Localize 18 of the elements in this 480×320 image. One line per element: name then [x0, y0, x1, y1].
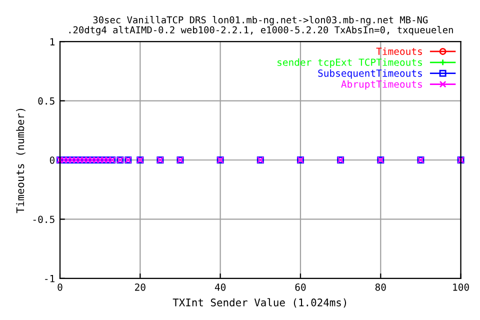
- y-tick-label: 0: [50, 156, 55, 164]
- y-tick-label: 1: [50, 38, 54, 46]
- x-tick-label: 0: [58, 283, 62, 291]
- x-tick-label: 100: [453, 283, 469, 291]
- legend-label: Timeouts: [376, 47, 422, 56]
- x-tick-label: 80: [375, 283, 386, 291]
- x-tick-label: 60: [295, 283, 306, 291]
- y-tick-label: -0.5: [33, 216, 54, 224]
- x-tick-label: 40: [214, 283, 226, 291]
- y-tick-label: 0.5: [38, 97, 54, 105]
- legend-label: SubsequentTimeouts: [318, 69, 422, 79]
- x-axis-title: TXInt Sender Value (1.024ms): [172, 298, 346, 308]
- chart-title: 30sec VanillaTCP DRS lon01.mb-ng.net->lon03.mb-ng.net MB-NG .20dtg4 altAIMD-0.2 web100-2.2.1, e1000-5.2.20 TxAbsIn=0, txqueuelen: [69, 16, 453, 36]
- legend-label: AbruptTimeouts: [341, 80, 422, 90]
- y-axis-title: Timeouts (number): [16, 108, 26, 214]
- y-tick-label: -1: [45, 275, 54, 282]
- legend-label: sender tcpExt TCPTimeouts: [278, 58, 422, 68]
- x-tick-label: 20: [135, 283, 146, 291]
